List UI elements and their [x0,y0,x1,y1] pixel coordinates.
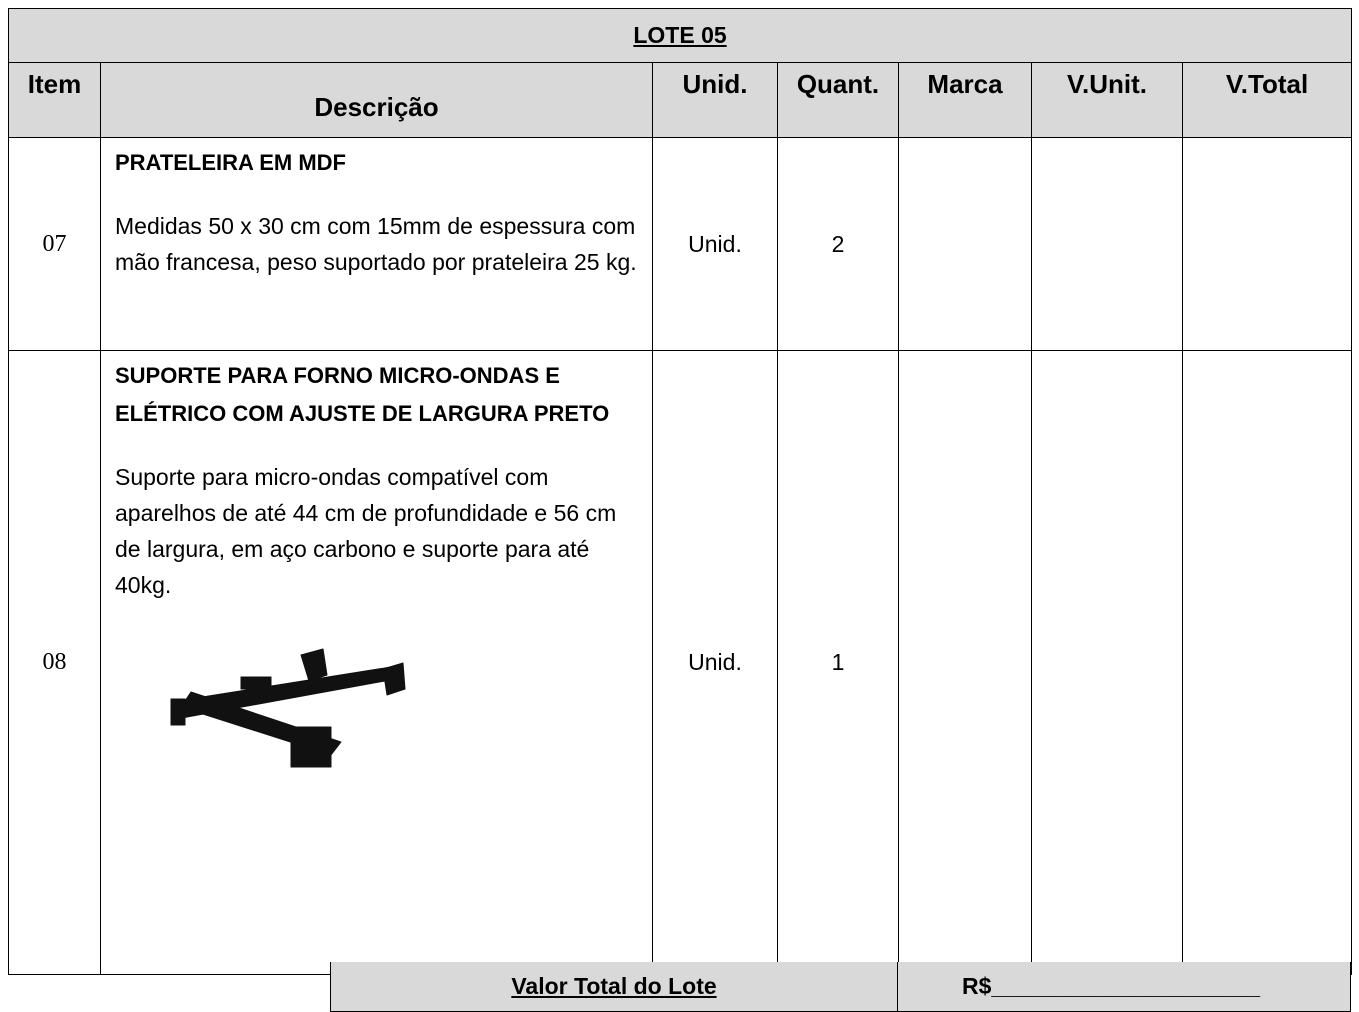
header-cell: Item [8,62,101,138]
unit: Unid. [652,137,778,351]
description: SUPORTE PARA FORNO MICRO-ONDAS E ELÉTRIC… [100,350,653,975]
product-name: SUPORTE PARA FORNO MICRO-ONDAS E ELÉTRIC… [115,363,610,426]
lot-table: LOTE 05 Item Descrição Unid. Quant. Marc… [7,8,1353,975]
product-name: PRATELEIRA EM MDF [115,150,346,175]
header-cell: Unid. [652,62,778,138]
item-number: 07 [8,137,101,351]
brand-cell [898,350,1032,975]
header-cell: Quant. [777,62,899,138]
lot-title: LOTE 05 [7,8,1353,63]
product-image [170,648,406,768]
header-cell: Descrição [100,62,653,138]
total-price-cell [1181,137,1353,351]
header-cell: V.Total [1181,62,1353,138]
brand-cell [898,137,1032,351]
description: PRATELEIRA EM MDF Medidas 50 x 30 cm com… [100,137,653,351]
total-price-cell [1181,350,1353,975]
lot-total-label: Valor Total do Lote [330,962,898,1012]
unit: Unid. [652,350,778,975]
item-number: 08 [8,350,101,975]
product-details: Suporte para micro-ondas compatível com … [115,464,617,598]
lot-total-value: R$_____________________ [898,962,1351,1012]
unit-price-cell [1031,350,1183,975]
header-cell: Marca [898,62,1032,138]
quantity: 2 [777,137,899,351]
header-cell: V.Unit. [1031,62,1183,138]
unit-price-cell [1031,137,1183,351]
quantity: 1 [777,350,899,975]
product-details: Medidas 50 x 30 cm com 15mm de espessura… [115,213,637,275]
